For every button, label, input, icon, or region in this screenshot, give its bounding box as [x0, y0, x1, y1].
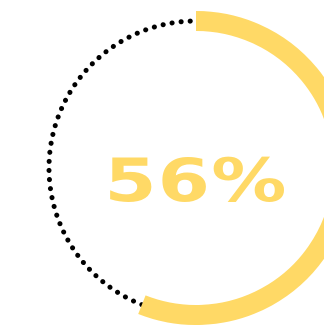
progress-arc [138, 11, 324, 325]
remaining-dotted-arc [46, 18, 199, 308]
percent-text: 56% [104, 146, 288, 216]
percent-value: 56% [104, 151, 286, 211]
